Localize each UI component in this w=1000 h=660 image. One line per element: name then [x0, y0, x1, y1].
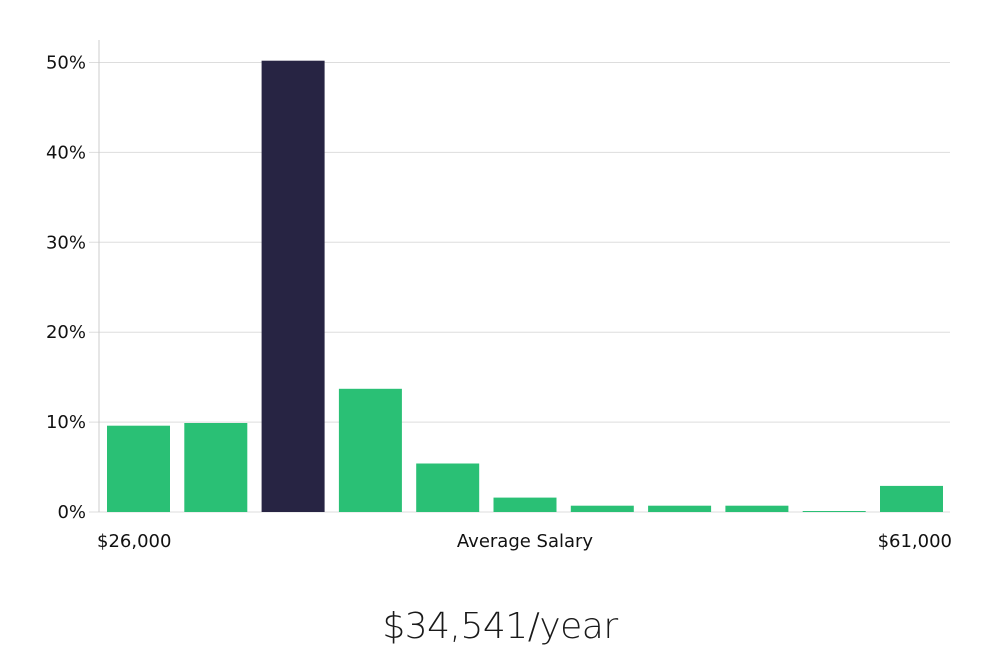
histogram-bar [416, 463, 480, 512]
y-tick-label: 0% [57, 502, 86, 523]
y-tick-label: 10% [46, 412, 86, 433]
histogram-bar [648, 505, 712, 512]
y-tick-label: 50% [46, 52, 86, 73]
y-tick-label: 40% [46, 142, 86, 163]
highlighted-bar [261, 60, 325, 512]
histogram-bar [570, 505, 634, 512]
histogram-bar [107, 425, 170, 512]
y-tick-label: 20% [46, 322, 86, 343]
x-max-label: $61,000 [878, 531, 952, 552]
x-min-label: $26,000 [97, 531, 171, 552]
average-salary-value: $34,541/year [382, 606, 618, 647]
y-tick-label: 30% [46, 232, 86, 253]
histogram-bar [802, 511, 866, 512]
histogram-bar [725, 505, 789, 512]
histogram-bar [880, 485, 943, 512]
histogram-bar [493, 497, 557, 512]
y-tick-labels: 0% 10% 20% 30% 40% 50% [46, 52, 86, 523]
histogram-bar [338, 388, 402, 512]
bars [107, 60, 943, 512]
x-axis-label: Average Salary [457, 531, 594, 552]
histogram-bar [184, 423, 248, 512]
